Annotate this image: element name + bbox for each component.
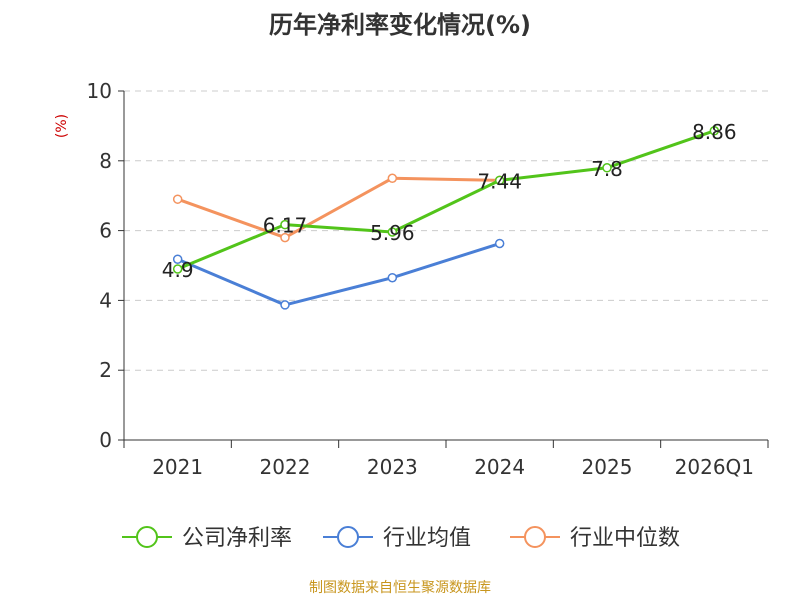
y-axis-label: (%)	[54, 114, 70, 138]
legend-label-2: 行业中位数	[570, 526, 680, 551]
series-0	[172, 126, 720, 274]
grid-lines	[124, 90, 768, 371]
x-tick-label-0: 2021	[152, 455, 203, 479]
data-label-4: 7.8	[591, 157, 623, 181]
data-point	[387, 272, 398, 283]
data-point	[387, 173, 398, 183]
data-point	[280, 232, 290, 243]
series-lines	[172, 126, 720, 310]
chart-title: 历年净利率变化情况(%)	[269, 11, 531, 39]
y-tick-label-3: 6	[99, 219, 112, 243]
series-line-2	[177, 176, 500, 240]
legend-marker	[524, 526, 546, 548]
data-point	[494, 238, 505, 249]
data-point	[172, 194, 183, 204]
axes: 0 2 4 6 8 10 2021 2022 2023 2024 2025 2026Q1	[87, 79, 769, 479]
x-tick-label-3: 2024	[474, 455, 525, 479]
legend-marker	[136, 526, 158, 548]
x-tick-label-5: 2026Q1	[675, 455, 754, 479]
data-point	[280, 300, 290, 310]
legend-label-0: 公司净利率	[182, 526, 292, 551]
x-tick-label-4: 2025	[582, 455, 633, 479]
legend-label-1: 行业均值	[383, 526, 471, 551]
y-tick-label-1: 2	[99, 358, 112, 382]
series-1	[172, 238, 505, 310]
x-tick-label-1: 2022	[260, 455, 311, 479]
data-label-3: 7.44	[477, 169, 522, 193]
data-label-0: 4.9	[162, 258, 194, 282]
source-note: 制图数据来自恒生聚源数据库	[309, 580, 491, 596]
data-point	[172, 254, 183, 264]
data-point	[280, 219, 290, 230]
y-tick-label-5: 10	[87, 79, 112, 103]
legend-item-1[interactable]: 行业均值	[323, 526, 471, 551]
data-point	[709, 126, 720, 136]
data-label-1: 6.17	[263, 214, 308, 238]
data-label-5: 8.86	[692, 120, 737, 144]
legend-marker	[337, 526, 359, 548]
y-tick-label-0: 0	[99, 428, 112, 452]
series-2	[172, 173, 505, 243]
data-point	[172, 264, 183, 274]
series-line-1	[177, 242, 501, 307]
legend[interactable]: 公司净利率 行业均值 行业中位数	[122, 526, 680, 551]
y-tick-label-2: 4	[99, 288, 112, 312]
legend-item-2[interactable]: 行业中位数	[510, 526, 680, 551]
data-labels: 4.9 6.17 5.96 7.44 7.8 8.86	[162, 120, 737, 282]
data-point	[602, 163, 612, 173]
x-tick-label-2: 2023	[367, 455, 418, 479]
data-point	[494, 175, 505, 186]
data-point	[387, 227, 398, 237]
y-tick-label-4: 8	[99, 149, 112, 173]
data-label-2: 5.96	[370, 221, 415, 245]
legend-item-0[interactable]: 公司净利率	[122, 526, 292, 551]
series-line-0	[177, 129, 715, 271]
